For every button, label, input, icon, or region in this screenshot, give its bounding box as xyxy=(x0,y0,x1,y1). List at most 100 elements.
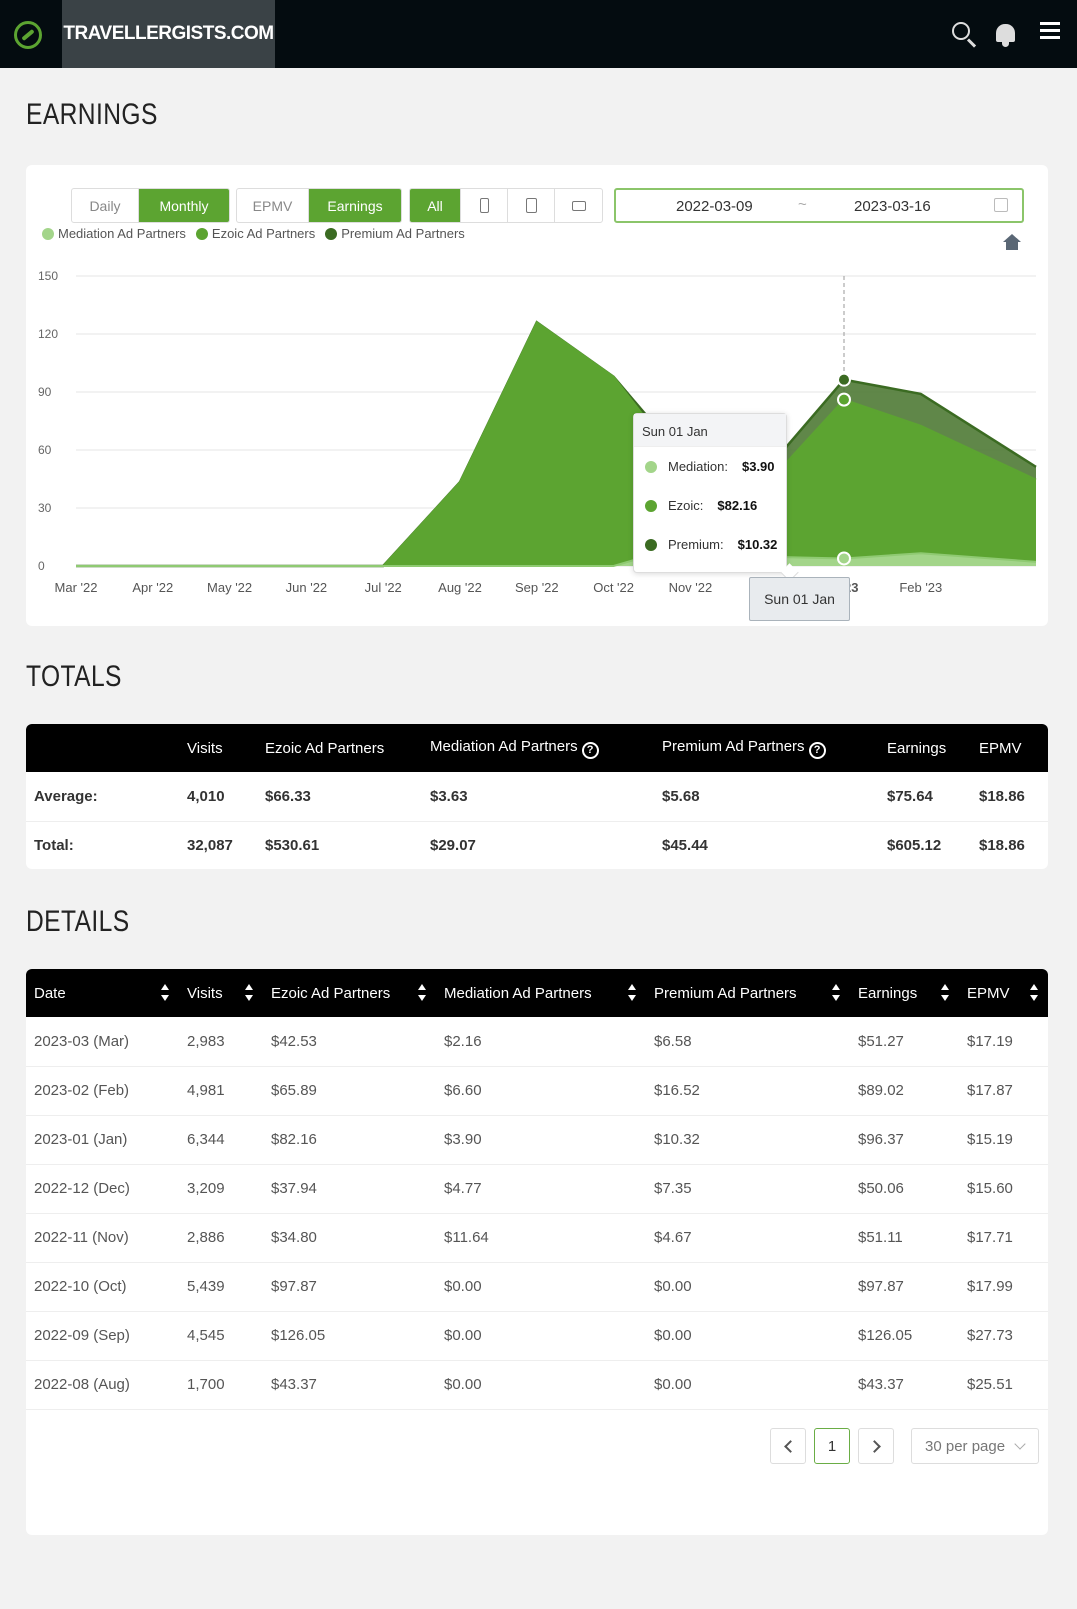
table-cell: 4,545 xyxy=(179,1311,263,1361)
table-cell: $530.61 xyxy=(257,821,422,869)
phone-button[interactable] xyxy=(461,189,508,222)
table-cell: $6.60 xyxy=(436,1066,646,1116)
table-cell: $126.05 xyxy=(263,1311,436,1361)
table-cell: $0.00 xyxy=(646,1311,850,1361)
table-row: 2022-10 (Oct) 5,439 $97.87 $0.00 $0.00 $97.87… xyxy=(26,1262,1048,1312)
sort-icon[interactable] xyxy=(161,984,169,1002)
desktop-button[interactable] xyxy=(555,189,602,222)
date-range-picker[interactable]: 2022-03-09 ~ 2023-03-16 xyxy=(614,188,1024,223)
header-text: EPMV xyxy=(967,984,1010,1002)
table-cell: 2022-11 (Nov) xyxy=(26,1213,179,1263)
totals-header-epmv: EPMV xyxy=(971,724,1048,772)
table-cell: $18.86 xyxy=(971,821,1048,869)
sort-icon[interactable] xyxy=(245,984,253,1002)
bell-icon[interactable] xyxy=(992,20,1020,48)
table-cell: $6.58 xyxy=(646,1017,850,1067)
legend-item-ezoic[interactable]: Ezoic Ad Partners xyxy=(195,226,315,241)
table-cell: $4.67 xyxy=(646,1213,850,1263)
tooltip-title: Sun 01 Jan xyxy=(634,414,786,447)
table-cell: $126.05 xyxy=(850,1311,959,1361)
table-cell: $27.73 xyxy=(959,1311,1048,1361)
header-text: Ezoic Ad Partners xyxy=(271,984,391,1002)
legend-item-mediation[interactable]: Mediation Ad Partners xyxy=(42,226,186,241)
table-cell: $17.87 xyxy=(959,1066,1048,1116)
x-tick-label: Oct '22 xyxy=(593,580,634,595)
details-table: Date Visits Ezoic Ad Partners Mediation … xyxy=(26,969,1048,1410)
sort-icon[interactable] xyxy=(1030,984,1038,1002)
search-icon[interactable] xyxy=(950,20,978,48)
prev-page-button[interactable] xyxy=(770,1428,806,1464)
totals-header-visits: Visits xyxy=(179,724,257,772)
menu-icon[interactable] xyxy=(1040,22,1060,40)
y-tick-label: 120 xyxy=(38,327,58,341)
tablet-button[interactable] xyxy=(508,189,555,222)
table-cell: $10.32 xyxy=(646,1115,850,1165)
date-separator: ~ xyxy=(798,196,807,213)
details-header-premium[interactable]: Premium Ad Partners xyxy=(646,969,850,1017)
tooltip-dot xyxy=(645,538,657,551)
per-page-value: 30 per page xyxy=(925,1438,1006,1455)
header-text: Earnings xyxy=(858,984,918,1002)
x-tick-label: Apr '22 xyxy=(132,580,173,595)
tablet-icon xyxy=(525,198,537,213)
date-end[interactable]: 2023-03-16 xyxy=(854,198,931,215)
table-cell: $3.63 xyxy=(422,772,654,822)
series-area-ezoic xyxy=(76,322,1036,566)
epmv-button[interactable]: EPMV xyxy=(237,189,309,222)
device-all-button[interactable]: All xyxy=(410,189,461,222)
table-cell: Total: xyxy=(26,821,179,869)
per-page-select[interactable]: 30 per page xyxy=(911,1428,1039,1464)
details-header-date[interactable]: Date xyxy=(26,969,179,1017)
monthly-button[interactable]: Monthly xyxy=(139,189,229,222)
details-header-mediation[interactable]: Mediation Ad Partners xyxy=(436,969,646,1017)
sort-icon[interactable] xyxy=(628,984,636,1002)
ezoic-logo-icon[interactable] xyxy=(14,21,42,49)
details-title: DETAILS xyxy=(26,905,130,938)
details-header-epmv[interactable]: EPMV xyxy=(959,969,1048,1017)
data-point-ezoic[interactable] xyxy=(837,392,851,407)
site-selector[interactable]: TRAVELLERGISTS.COM xyxy=(62,0,275,68)
table-cell: $2.16 xyxy=(436,1017,646,1067)
data-point-premium[interactable] xyxy=(837,372,851,387)
chart-tooltip: Sun 01 Jan Mediation: $3.90 Ezoic: $82.16 … xyxy=(633,413,787,573)
x-tick-label: May '22 xyxy=(207,580,252,595)
table-cell: $29.07 xyxy=(422,821,654,869)
earnings-button[interactable]: Earnings xyxy=(309,189,401,222)
details-header-visits[interactable]: Visits xyxy=(179,969,263,1017)
x-tick-label: Nov '22 xyxy=(669,580,713,595)
totals-header-label xyxy=(26,724,179,772)
table-cell: 2022-12 (Dec) xyxy=(26,1164,179,1214)
reset-zoom-home-icon[interactable] xyxy=(1003,234,1021,250)
help-icon[interactable]: ? xyxy=(581,741,599,759)
table-cell: $89.02 xyxy=(850,1066,959,1116)
chevron-left-icon xyxy=(783,1439,797,1453)
date-start[interactable]: 2022-03-09 xyxy=(676,198,753,215)
table-cell: $3.90 xyxy=(436,1115,646,1165)
sort-icon[interactable] xyxy=(418,984,426,1002)
table-row: 2023-01 (Jan) 6,344 $82.16 $3.90 $10.32 $96.3… xyxy=(26,1115,1048,1165)
table-cell: 2,983 xyxy=(179,1017,263,1067)
details-header-ezoic[interactable]: Ezoic Ad Partners xyxy=(263,969,436,1017)
daily-button[interactable]: Daily xyxy=(72,189,139,222)
table-cell: 5,439 xyxy=(179,1262,263,1312)
legend-label: Mediation Ad Partners xyxy=(58,226,186,241)
next-page-button[interactable] xyxy=(858,1428,894,1464)
help-icon[interactable]: ? xyxy=(808,741,826,759)
sort-icon[interactable] xyxy=(941,984,949,1002)
legend-item-premium[interactable]: Premium Ad Partners xyxy=(325,226,465,241)
table-cell: $18.86 xyxy=(971,772,1048,822)
tooltip-value: $82.16 xyxy=(717,498,758,513)
table-cell: 1,700 xyxy=(179,1360,263,1410)
calendar-icon[interactable] xyxy=(994,198,1008,212)
data-point-mediation[interactable] xyxy=(837,551,851,566)
table-cell: 2023-03 (Mar) xyxy=(26,1017,179,1067)
table-cell: 2,886 xyxy=(179,1213,263,1263)
table-cell: 2023-02 (Feb) xyxy=(26,1066,179,1116)
page-button-current[interactable]: 1 xyxy=(814,1428,850,1464)
details-header-earnings[interactable]: Earnings xyxy=(850,969,959,1017)
table-cell: $17.99 xyxy=(959,1262,1048,1312)
table-cell: $96.37 xyxy=(850,1115,959,1165)
legend-dot xyxy=(42,227,54,240)
legend-dot xyxy=(195,227,208,240)
sort-icon[interactable] xyxy=(832,984,840,1002)
